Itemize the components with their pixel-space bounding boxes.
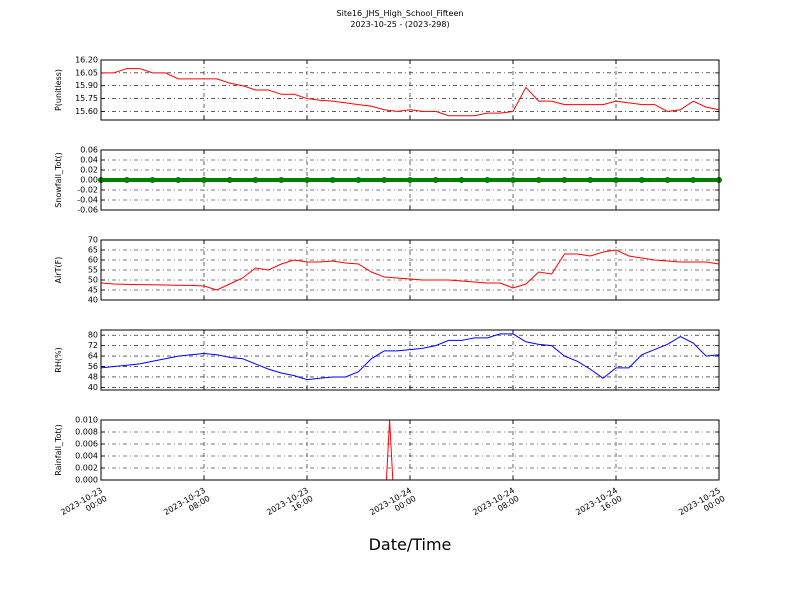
- series-marker: [458, 177, 465, 183]
- y-axis-label: P(unitless): [54, 69, 63, 111]
- y-tick-label: 0.004: [75, 452, 98, 461]
- y-tick-label: 45: [88, 286, 98, 295]
- y-tick-label: 48: [88, 372, 98, 381]
- y-tick-label: -0.02: [77, 186, 98, 195]
- y-tick-label: 70: [88, 236, 98, 245]
- y-tick-label: 50: [88, 276, 98, 285]
- series-marker: [175, 177, 182, 183]
- series-marker: [561, 177, 568, 183]
- y-tick-label: -0.06: [77, 206, 98, 215]
- y-tick-label: 16.05: [75, 68, 98, 77]
- series-line: [101, 68, 720, 117]
- y-tick-label: 16.20: [75, 56, 98, 65]
- y-tick-label: 0.000: [75, 476, 98, 485]
- series-marker: [613, 177, 619, 183]
- series-marker: [278, 177, 285, 183]
- y-tick-label: 40: [88, 383, 98, 392]
- series-marker: [329, 177, 336, 183]
- y-tick-label: 0.002: [75, 464, 98, 473]
- y-tick-label: 0.006: [75, 440, 98, 449]
- y-tick-label: 0.008: [75, 428, 98, 437]
- series-marker: [432, 177, 439, 183]
- series-marker: [690, 177, 697, 183]
- plot-frame: [100, 149, 720, 211]
- series-marker: [587, 177, 594, 183]
- series-marker: [226, 177, 233, 183]
- y-tick-label: 40: [88, 296, 98, 305]
- series-marker: [201, 177, 207, 183]
- series-marker: [535, 177, 542, 183]
- series-marker: [355, 177, 362, 183]
- y-tick-label: 15.60: [75, 107, 98, 116]
- y-tick-label: 60: [88, 256, 98, 265]
- series-marker: [638, 177, 645, 183]
- series-line: [100, 333, 720, 381]
- series-line: [100, 249, 720, 291]
- series-marker: [510, 177, 516, 183]
- y-tick-label: 0.00: [80, 176, 98, 185]
- plot-frame: [100, 329, 720, 391]
- y-tick-label: 15.90: [75, 81, 98, 90]
- plot-frame: [100, 419, 720, 481]
- y-axis-label: AirT(F): [54, 257, 63, 284]
- y-axis-label: Rainfall_Tot(): [54, 424, 63, 476]
- title: Site16_JHS_High_School_Fifteen: [337, 9, 464, 18]
- y-tick-label: 0.06: [80, 146, 98, 155]
- series-marker: [381, 177, 388, 183]
- subtitle: 2023-10-25 - (2023-298): [350, 20, 449, 29]
- series-marker: [252, 177, 259, 183]
- y-axis-label: RH(%): [54, 347, 63, 372]
- series-marker: [123, 177, 130, 183]
- y-tick-label: 0.010: [75, 416, 98, 425]
- plot-frame: [100, 59, 720, 121]
- y-tick-label: 55: [88, 266, 98, 275]
- y-tick-label: 56: [88, 362, 98, 371]
- y-tick-label: 64: [88, 352, 98, 361]
- x-axis-label: Date/Time: [369, 535, 452, 554]
- y-tick-label: 65: [88, 246, 98, 255]
- y-tick-label: -0.04: [77, 196, 98, 205]
- y-tick-label: 15.75: [75, 94, 98, 103]
- plot-frame: [100, 239, 720, 301]
- series-marker: [304, 177, 310, 183]
- series-marker: [149, 177, 156, 183]
- y-tick-label: 0.04: [80, 156, 98, 165]
- series-marker: [664, 177, 671, 183]
- y-axis-label: Snowfall_Tot(): [54, 152, 63, 208]
- y-tick-label: 80: [88, 331, 98, 340]
- series-marker: [484, 177, 491, 183]
- y-tick-label: 72: [88, 341, 98, 350]
- y-tick-label: 0.02: [80, 166, 98, 175]
- series-marker: [407, 177, 413, 183]
